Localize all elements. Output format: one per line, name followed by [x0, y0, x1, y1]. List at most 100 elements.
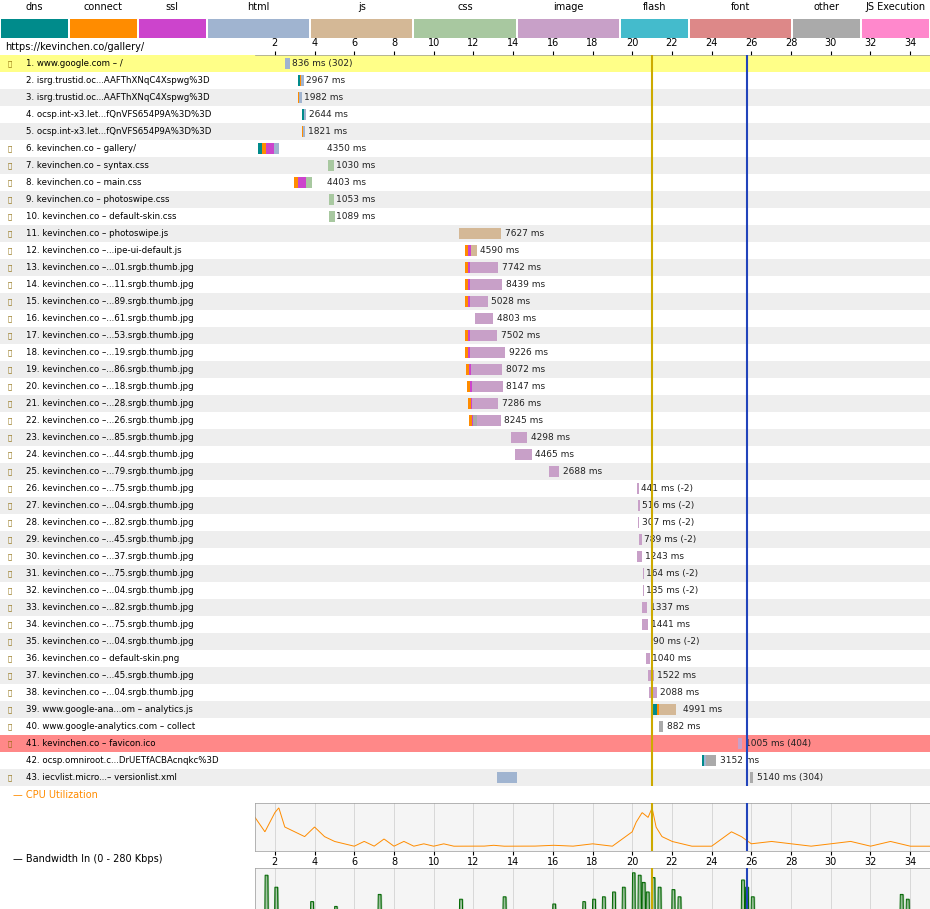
Bar: [0, 208, 255, 225]
Text: 41. kevinchen.co – favicon.ico: 41. kevinchen.co – favicon.ico: [25, 739, 155, 748]
Bar: [0, 106, 255, 123]
Text: 4803 ms: 4803 ms: [498, 314, 537, 323]
Bar: [255, 769, 930, 786]
Text: 🔒: 🔒: [7, 451, 12, 458]
Text: 1982 ms: 1982 ms: [303, 93, 343, 102]
Text: flash: flash: [643, 2, 666, 12]
Bar: [465, 296, 468, 307]
Bar: [0, 497, 255, 514]
Bar: [255, 276, 930, 293]
Text: connect: connect: [84, 2, 123, 12]
Bar: [0, 684, 255, 701]
Bar: [255, 259, 930, 276]
Text: 🔒: 🔒: [7, 587, 12, 594]
Text: 4991 ms: 4991 ms: [683, 705, 722, 714]
Bar: [255, 735, 930, 752]
Bar: [255, 752, 930, 769]
Bar: [659, 721, 663, 732]
Bar: [255, 582, 930, 599]
Bar: [255, 701, 930, 718]
Text: 8439 ms: 8439 ms: [506, 280, 545, 289]
Text: js: js: [358, 2, 365, 12]
Bar: [0, 667, 255, 684]
Text: 1040 ms: 1040 ms: [652, 654, 691, 663]
Bar: [306, 177, 312, 188]
Bar: [0, 344, 255, 361]
Text: 🔒: 🔒: [7, 247, 12, 254]
Text: 12. kevinchen.co –...ipe-ui-default.js: 12. kevinchen.co –...ipe-ui-default.js: [25, 246, 181, 255]
Bar: [255, 55, 930, 72]
Bar: [468, 381, 470, 392]
Bar: [255, 293, 930, 310]
Bar: [738, 738, 742, 749]
Text: 23. kevinchen.co –...85.srgb.thumb.jpg: 23. kevinchen.co –...85.srgb.thumb.jpg: [25, 433, 193, 442]
Bar: [642, 619, 647, 630]
Bar: [465, 279, 468, 290]
Bar: [0, 429, 255, 446]
Text: 🔒: 🔒: [7, 145, 12, 152]
Bar: [470, 381, 472, 392]
Bar: [255, 191, 930, 208]
Text: 28. kevinchen.co –...82.srgb.thumb.jpg: 28. kevinchen.co –...82.srgb.thumb.jpg: [25, 518, 193, 527]
Bar: [862, 19, 929, 38]
Text: 836 ms (302): 836 ms (302): [292, 59, 352, 68]
Text: 5. ocsp.int-x3.let...fQnVFS654P9A%3D%3D: 5. ocsp.int-x3.let...fQnVFS654P9A%3D%3D: [25, 127, 211, 136]
Text: 8245 ms: 8245 ms: [504, 416, 543, 425]
Bar: [266, 143, 274, 154]
Bar: [255, 174, 930, 191]
Text: 18. kevinchen.co –...19.srgb.thumb.jpg: 18. kevinchen.co –...19.srgb.thumb.jpg: [25, 348, 193, 357]
Text: html: html: [247, 2, 270, 12]
Bar: [255, 89, 930, 106]
Bar: [0, 157, 255, 174]
Bar: [311, 19, 412, 38]
Text: 39. www.google-ana...om – analytics.js: 39. www.google-ana...om – analytics.js: [25, 705, 193, 714]
Bar: [472, 415, 473, 426]
Text: 🔒: 🔒: [7, 60, 12, 66]
Bar: [255, 378, 930, 395]
Text: 2967 ms: 2967 ms: [306, 76, 345, 85]
Bar: [0, 310, 255, 327]
Text: 🔒: 🔒: [7, 435, 12, 441]
Bar: [70, 19, 137, 38]
Bar: [471, 365, 502, 375]
Bar: [0, 599, 255, 616]
Text: css: css: [458, 2, 472, 12]
Text: 11. kevinchen.co – photoswipe.js: 11. kevinchen.co – photoswipe.js: [25, 229, 167, 238]
Text: 21. kevinchen.co –...28.srgb.thumb.jpg: 21. kevinchen.co –...28.srgb.thumb.jpg: [25, 399, 193, 408]
Bar: [207, 19, 309, 38]
Bar: [0, 89, 255, 106]
Bar: [255, 633, 930, 650]
Bar: [471, 398, 472, 409]
Text: 🔒: 🔒: [7, 400, 12, 407]
Bar: [255, 327, 930, 344]
Bar: [0, 769, 255, 786]
Bar: [0, 259, 255, 276]
Text: 🔒: 🔒: [7, 265, 12, 271]
Bar: [475, 313, 493, 324]
Text: other: other: [814, 2, 840, 12]
Text: 🔒: 🔒: [7, 298, 12, 305]
Text: 2688 ms: 2688 ms: [563, 467, 602, 476]
Bar: [471, 296, 488, 307]
Text: 🔒: 🔒: [7, 554, 12, 560]
Bar: [298, 92, 299, 103]
Bar: [255, 497, 930, 514]
Text: 🔒: 🔒: [7, 502, 12, 509]
Bar: [465, 330, 468, 341]
Text: 1089 ms: 1089 ms: [337, 212, 376, 221]
Bar: [255, 72, 930, 89]
Bar: [468, 330, 471, 341]
Bar: [0, 123, 255, 140]
Text: 1005 ms (404): 1005 ms (404): [745, 739, 812, 748]
Bar: [0, 242, 255, 259]
Text: 5028 ms: 5028 ms: [491, 297, 530, 306]
Bar: [0, 446, 255, 463]
Bar: [638, 517, 639, 528]
Text: 22. kevinchen.co –...26.srgb.thumb.jpg: 22. kevinchen.co –...26.srgb.thumb.jpg: [25, 416, 193, 425]
Bar: [639, 534, 642, 544]
Bar: [468, 347, 470, 358]
Text: 🔒: 🔒: [7, 536, 12, 543]
Text: 7502 ms: 7502 ms: [500, 331, 540, 340]
Text: 37. kevinchen.co –...45.srgb.thumb.jpg: 37. kevinchen.co –...45.srgb.thumb.jpg: [25, 671, 193, 680]
Bar: [0, 463, 255, 480]
